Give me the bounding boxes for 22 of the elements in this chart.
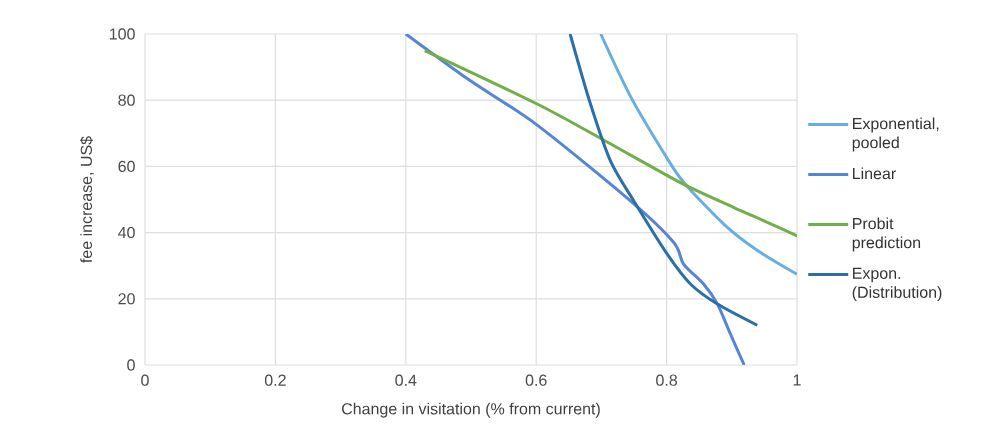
x-tick-label: 0.8 [656, 374, 678, 386]
line-series [568, 34, 759, 327]
y-tick-label: 60 [118, 160, 135, 173]
x-tick-label: 0.4 [395, 374, 417, 386]
line-series [404, 34, 746, 365]
x-tick-label: 0.6 [525, 374, 547, 386]
legend-label: Exponential, pooled [852, 117, 939, 152]
y-tick-label: 40 [118, 226, 135, 239]
y-tick-label: 20 [118, 293, 135, 305]
y-axis-title: fee increase, US$ [80, 136, 94, 263]
y-tick-label: 0 [127, 359, 135, 371]
legend-label: Probit prediction [852, 217, 921, 252]
x-tick-label: 0 [141, 374, 149, 386]
y-tick-label: 100 [110, 28, 135, 40]
legend-label: Linear [853, 167, 896, 180]
x-axis-title: Change in visitation (% from current) [341, 402, 600, 418]
line-series [599, 34, 798, 276]
line-series [423, 49, 798, 238]
x-tick-label: 0.2 [264, 374, 286, 386]
x-tick-label: 1 [793, 374, 801, 386]
legend-label: Expon. (Distribution) [852, 267, 942, 302]
y-tick-label: 80 [118, 94, 135, 106]
